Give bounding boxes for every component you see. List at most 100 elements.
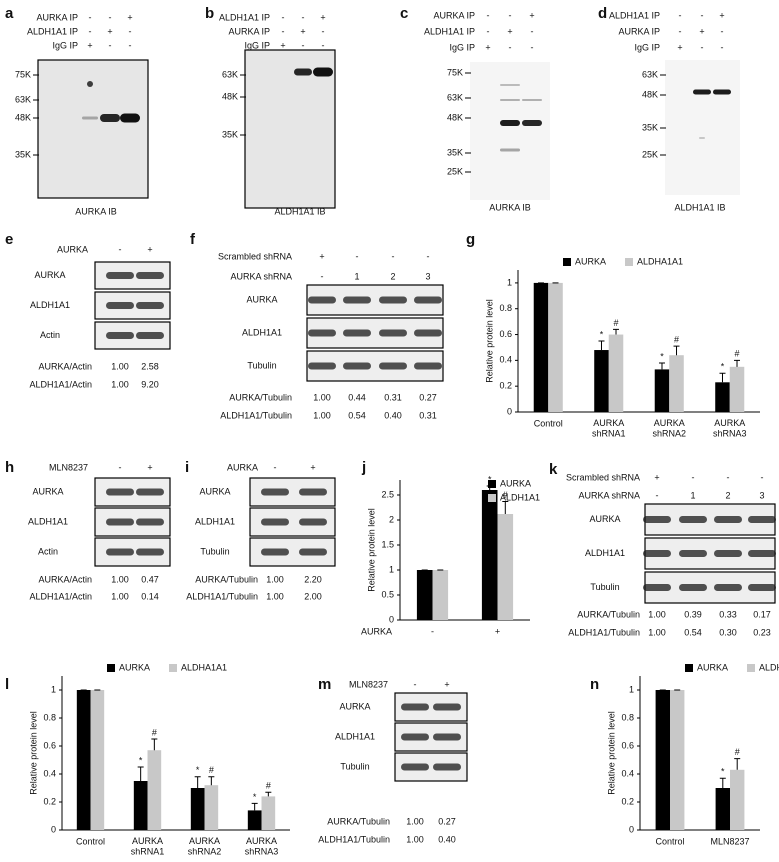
blot-band: [748, 550, 776, 557]
marker-label: 63K: [15, 94, 31, 104]
lane-sign: +: [529, 10, 534, 20]
quant-value: 0.54: [684, 627, 702, 637]
condition-label: AURKA shRNA: [230, 271, 292, 281]
marker-label: 48K: [15, 112, 31, 122]
quant-value: 1.00: [648, 627, 666, 637]
significance-mark: *: [721, 767, 725, 777]
marker-label: 48K: [447, 112, 463, 122]
lane-sign: +: [87, 40, 92, 50]
blot-band: [679, 584, 707, 591]
blot-band: [343, 362, 371, 370]
panel-letter: g: [466, 231, 475, 248]
panel-letter: c: [400, 5, 408, 22]
bar: [715, 382, 730, 412]
lane-sign: -: [701, 42, 704, 52]
marker-label: 75K: [15, 69, 31, 79]
lane-sign: +: [310, 462, 315, 472]
legend-label: ALDHA1A1: [637, 256, 683, 266]
legend-label: AURKA: [500, 478, 531, 488]
blot-band: [106, 518, 134, 526]
blot-band: [261, 548, 289, 556]
lane-sign: 1: [690, 490, 695, 500]
legend-label: AURKA: [575, 256, 606, 266]
bar: [533, 282, 549, 412]
band-label: Tubulin: [247, 360, 276, 370]
bar: [608, 334, 624, 412]
band-label: ALDH1A1: [585, 548, 625, 558]
quant-label: ALDH1A1/Actin: [29, 379, 92, 389]
quant-value: 0.40: [438, 834, 456, 844]
band-label: Tubulin: [340, 761, 369, 771]
error-bar: [719, 777, 726, 788]
x-tick-label: Control: [76, 836, 105, 846]
blot-band: [299, 518, 327, 526]
quant-value: 1.00: [266, 591, 284, 601]
blot-band: [433, 763, 461, 771]
blot-band: [714, 550, 742, 557]
y-tick-label: 0: [629, 824, 634, 834]
quant-value: 0.31: [384, 392, 402, 402]
band-label: Actin: [38, 546, 58, 556]
blot-band: [643, 550, 671, 557]
significance-mark: #: [614, 318, 619, 328]
bar: [548, 282, 563, 412]
error-bar: [251, 802, 258, 811]
panel-letter: a: [5, 5, 14, 22]
lane-sign: -: [129, 40, 132, 50]
y-tick-label: 2.5: [381, 489, 394, 499]
quant-value: 2.20: [304, 574, 322, 584]
x-tick-label: MLN8237: [710, 836, 749, 846]
x-tick-label: AURKA shRNA1: [592, 418, 626, 438]
quant-value: 0.39: [684, 609, 702, 619]
blot-caption: AURKA IB: [489, 202, 531, 212]
quant-value: 2.00: [304, 591, 322, 601]
blot-band: [136, 302, 164, 309]
blot-band: [379, 296, 407, 304]
blot-band: [714, 516, 742, 523]
y-tick-label: 0.2: [499, 381, 512, 391]
significance-mark: *: [488, 474, 492, 484]
lane-sign: -: [531, 26, 534, 36]
blot-band: [106, 332, 134, 339]
bar: [432, 570, 449, 620]
lane-sign: -: [679, 26, 682, 36]
marker-label: 35K: [447, 147, 463, 157]
lane-sign: +: [147, 244, 152, 254]
error-bar: [194, 776, 201, 788]
blot-band: [401, 733, 429, 741]
blot-band: [500, 84, 520, 86]
quant-label: ALDH1A1/Tubulin: [220, 410, 292, 420]
significance-mark: *: [600, 329, 604, 339]
condition-label: Scrambled shRNA: [218, 251, 292, 261]
y-tick-label: 0.5: [381, 589, 394, 599]
blot-band: [414, 296, 442, 304]
marker-label: 35K: [642, 122, 658, 132]
blot-band: [313, 67, 333, 77]
blot-band: [308, 329, 336, 337]
quant-value: 1.00: [111, 379, 129, 389]
marker-label: 25K: [642, 149, 658, 159]
lane-sign: -: [721, 26, 724, 36]
legend-label: AURKA: [119, 662, 150, 672]
lane-sign: -: [109, 12, 112, 22]
blot-band: [414, 329, 442, 337]
lane-sign: +: [444, 679, 449, 689]
error-bar: [719, 372, 726, 383]
y-axis-label: Relative protein level: [366, 508, 376, 592]
panel-letter: b: [205, 5, 214, 22]
y-tick-label: 0.6: [499, 329, 512, 339]
quant-label: AURKA/Actin: [38, 574, 92, 584]
lane-sign: +: [280, 40, 285, 50]
blot-band: [693, 89, 711, 95]
lane-sign: -: [679, 10, 682, 20]
blot-band: [299, 488, 327, 496]
y-tick-label: 0: [51, 824, 56, 834]
bar: [416, 570, 433, 620]
error-bar: [137, 766, 144, 781]
legend-swatch: [563, 258, 571, 266]
significance-mark: *: [139, 755, 143, 765]
condition-label: IgG IP: [52, 40, 78, 50]
band-label: ALDH1A1: [242, 327, 282, 337]
significance-mark: #: [152, 727, 157, 737]
